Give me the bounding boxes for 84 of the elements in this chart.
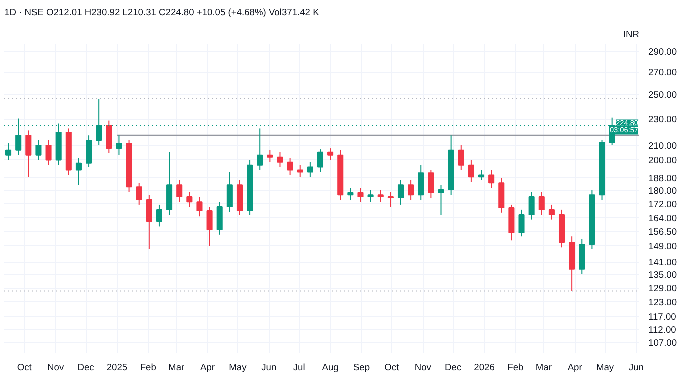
candlestick — [106, 120, 112, 154]
candlestick — [378, 190, 384, 203]
candlestick — [46, 140, 52, 166]
y-tick-label: 141.00 — [648, 258, 678, 268]
candlestick — [206, 206, 213, 247]
candlestick — [518, 209, 525, 238]
x-tick-label: Jul — [293, 362, 306, 372]
x-tick-label: Feb — [140, 362, 156, 372]
y-tick-label: 290.00 — [648, 46, 678, 57]
candlestick — [216, 202, 223, 236]
candlestick — [317, 149, 324, 173]
candlestick — [438, 184, 444, 216]
y-tick-label: 117.00 — [648, 312, 676, 322]
chart-title: 1D · NSE O212.01 H230.92 L210.31 C224.80 +10.05 (+4.68%) Vol371.42 K — [4, 8, 320, 18]
y-tick-label: 156.50 — [648, 227, 678, 238]
candlestick — [388, 192, 394, 208]
y-tick-label: 164.00 — [648, 213, 678, 224]
x-tick-label: Jun — [262, 362, 277, 372]
y-tick-label: 129.00 — [648, 284, 678, 294]
x-tick-label: Mar — [536, 362, 552, 372]
candlestick — [528, 192, 535, 220]
candlestick — [408, 180, 414, 201]
candlestick — [418, 164, 424, 201]
y-tick-label: 149.00 — [648, 241, 678, 252]
candlestick — [176, 180, 183, 203]
x-tick-label: Sep — [353, 362, 370, 372]
candlestick — [6, 143, 12, 161]
candlestick — [156, 204, 162, 228]
y-tick-label: 270.00 — [648, 68, 678, 78]
x-tick-label: Mar — [168, 362, 185, 372]
candlestick — [116, 135, 122, 156]
y-axis-title: INR — [623, 30, 640, 40]
y-tick-label: 210.00 — [648, 141, 678, 152]
y-tick-label: 112.00 — [648, 324, 676, 335]
y-tick-label: 180.00 — [648, 186, 678, 196]
x-tick-label: 2025 — [106, 362, 128, 372]
candlestick — [36, 140, 42, 161]
x-tick-label: Nov — [48, 362, 64, 372]
y-tick-label: 230.00 — [648, 114, 678, 125]
candlestick — [488, 170, 495, 189]
x-tick-label: Apr — [200, 362, 216, 372]
x-tick-label: Oct — [17, 362, 32, 372]
x-tick-label: Aug — [322, 362, 339, 372]
x-tick-label: Apr — [568, 362, 582, 372]
candlestick — [478, 170, 485, 181]
y-tick-label: 200.00 — [648, 155, 678, 166]
candlestick — [226, 172, 233, 213]
x-tick-label: Oct — [384, 362, 400, 372]
y-tick-label: 135.00 — [648, 270, 678, 280]
y-tick-label: 250.00 — [648, 90, 678, 100]
candlestick — [86, 135, 92, 168]
candlestick — [538, 192, 545, 216]
candlestick — [458, 144, 464, 171]
candlestick — [428, 170, 434, 199]
candlestick — [307, 162, 314, 178]
candlestick — [136, 182, 142, 206]
candlestick — [257, 128, 264, 171]
y-tick-label: 188.00 — [648, 173, 678, 184]
x-tick-label: Nov — [414, 362, 432, 372]
y-tick-label: 107.00 — [648, 338, 678, 348]
x-tick-label: Jun — [628, 362, 644, 372]
candlestick — [76, 158, 82, 186]
candlestick — [358, 188, 364, 203]
x-tick-label: Dec — [78, 362, 95, 372]
x-tick-label: Feb — [508, 362, 524, 372]
x-tick-label: May — [229, 362, 248, 372]
candlestick — [368, 190, 374, 203]
candlestick — [267, 150, 274, 163]
x-tick-label: 2026 — [474, 362, 495, 372]
candlestick — [548, 204, 555, 220]
candlestick — [287, 158, 294, 176]
x-tick-label: May — [596, 362, 614, 372]
y-tick-label: 172.00 — [648, 199, 678, 210]
candlestick — [146, 194, 152, 250]
candlestick — [348, 188, 354, 201]
candlestick — [196, 196, 203, 218]
candlestick — [468, 160, 474, 183]
candlestick — [277, 152, 284, 168]
candlestick — [398, 180, 404, 206]
candlestick — [26, 130, 32, 178]
x-tick-label: Dec — [445, 362, 462, 372]
candlestick — [328, 148, 334, 161]
candlestick — [186, 192, 193, 208]
y-tick-label: 123.00 — [648, 297, 678, 308]
